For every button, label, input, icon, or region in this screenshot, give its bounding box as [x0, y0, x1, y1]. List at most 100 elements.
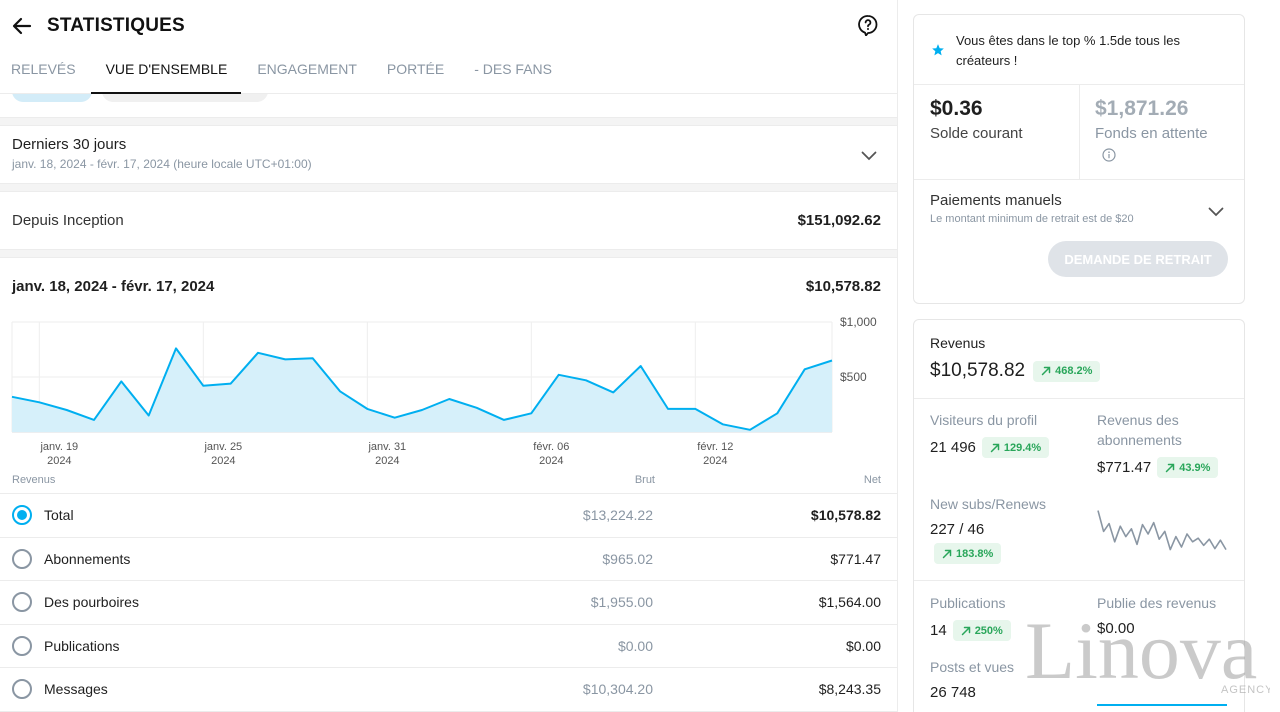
header-bar: STATISTIQUES: [0, 0, 897, 52]
current-balance-amount: $0.36: [930, 97, 983, 120]
radio[interactable]: [12, 635, 32, 656]
manual-payments-subtitle: Le montant minimum de retrait est de $20: [930, 213, 1134, 225]
balances: $0.36 Solde courant $1,871.26 Fonds en a…: [914, 85, 1244, 180]
help-icon[interactable]: [857, 14, 879, 37]
stat-subscription-revenue: Revenus des abonnements $771.47 43.9%: [1097, 410, 1237, 478]
trend-up-icon: [961, 626, 970, 635]
row-brut: $13,224.22: [582, 507, 653, 524]
stat-value: 26 748: [930, 684, 976, 701]
revenue-card-header: Revenus $10,578.82 468.2%: [914, 320, 1244, 399]
radio[interactable]: [12, 679, 32, 700]
balance-card: Vous êtes dans le top % 1.5de tous les c…: [913, 14, 1245, 304]
trend-up-icon: [1041, 366, 1051, 376]
since-inception-label: Depuis Inception: [12, 212, 124, 229]
row-brut: $10,304.20: [582, 681, 653, 698]
since-inception-row: Depuis Inception $151,092.62: [0, 192, 897, 250]
stat-profile-visitors: Visiteurs du profil 21 496 129.4%: [930, 410, 1050, 458]
chart-series-line: [11, 347, 833, 431]
stat-value: 21 496: [930, 439, 976, 456]
tab-overview[interactable]: VUE D'ENSEMBLE: [90, 61, 241, 94]
chart-y-tick-label: $500: [840, 370, 867, 384]
divider: [914, 580, 1244, 581]
filter-pill-active[interactable]: [12, 94, 92, 102]
posts-views-bar: [1097, 704, 1227, 706]
row-net: $10,578.82: [810, 507, 881, 524]
growth-badge: 250%: [952, 620, 1011, 641]
tab-engagement[interactable]: ENGAGEMENT: [257, 61, 357, 77]
row-brut: $0.00: [617, 637, 653, 654]
chevron-down-icon[interactable]: [1208, 204, 1224, 222]
revenue-title: Revenus: [930, 335, 986, 351]
divider: [0, 118, 897, 126]
stat-value: $771.47: [1097, 459, 1152, 476]
top-creator-banner: Vous êtes dans le top % 1.5de tous les c…: [914, 15, 1244, 85]
info-icon[interactable]: [1102, 148, 1116, 162]
statistics-main-panel: STATISTIQUES RELEVÉS VUE D'ENSEMBLE ENGA…: [0, 0, 898, 712]
col-net: Net: [863, 474, 881, 486]
growth-badge: 468.2%: [1033, 360, 1101, 382]
row-net: $8,243.35: [818, 681, 881, 698]
pending-label: Fonds en attente: [1095, 125, 1208, 142]
radio-selected[interactable]: [12, 505, 32, 526]
filter-pill[interactable]: [102, 94, 268, 102]
chart-y-tick-label: $1,000: [840, 315, 877, 329]
revenue-row-subscriptions[interactable]: Abonnements $965.02 $771.47: [0, 538, 897, 581]
manual-payments-title: Paiements manuels: [930, 192, 1062, 209]
row-net: $771.47: [830, 550, 881, 567]
stat-posts-views: Posts et vues 26 748: [930, 657, 1014, 701]
filter-pills: [0, 94, 897, 118]
range-total: $10,578.82: [805, 277, 881, 295]
stat-label: New subs/Renews: [930, 496, 1046, 512]
chevron-down-icon[interactable]: [861, 148, 877, 166]
chart-x-tick-label: janv. 31: [367, 441, 406, 453]
period-subtitle: janv. 18, 2024 - févr. 17, 2024 (heure l…: [12, 157, 312, 171]
tab-releves[interactable]: RELEVÉS: [11, 61, 76, 77]
stat-label: Publie des revenus: [1097, 595, 1217, 611]
divider: [0, 250, 897, 258]
radio[interactable]: [12, 548, 32, 569]
revenue-card: Revenus $10,578.82 468.2% Visiteurs du p…: [913, 319, 1245, 712]
tab-bar: RELEVÉS VUE D'ENSEMBLE ENGAGEMENT PORTÉE…: [0, 52, 897, 94]
tab-reach[interactable]: PORTÉE: [386, 61, 445, 77]
chart-x-tick-label: janv. 19: [39, 441, 78, 453]
chart-x-tick-year: 2024: [47, 455, 71, 467]
chart-x-tick-label: févr. 06: [533, 441, 569, 453]
pending-balance: $1,871.26 Fonds en attente: [1095, 97, 1208, 162]
row-name: Des pourboires: [44, 594, 139, 611]
stat-value: $0.00: [1097, 620, 1135, 637]
stat-value: 227 / 46: [930, 521, 985, 538]
earnings-chart-svg: $1,000 $500 janv. 19 2024 janv. 25 2024 janv. …: [11, 315, 877, 467]
row-brut: $1,955.00: [590, 594, 653, 611]
growth-badge: 183.8%: [934, 543, 1002, 564]
current-balance: $0.36 Solde courant: [930, 97, 1023, 142]
divider: [1079, 85, 1080, 179]
stat-new-subs: New subs/Renews 227 / 46 183.8%: [930, 494, 1046, 564]
row-brut: $965.02: [602, 550, 653, 567]
manual-payments: Paiements manuels Le montant minimum de …: [914, 180, 1244, 304]
withdraw-button[interactable]: DEMANDE DE RETRAIT: [1048, 241, 1228, 277]
stat-value: 14: [930, 622, 947, 639]
row-net: $1,564.00: [818, 594, 881, 611]
revenue-row-publications[interactable]: Publications $0.00 $0.00: [0, 625, 897, 668]
revenue-row-messages[interactable]: Messages $10,304.20 $8,243.35: [0, 668, 897, 712]
row-name: Abonnements: [44, 550, 131, 567]
trend-up-icon: [990, 443, 1000, 452]
star-icon: [931, 43, 945, 63]
revenue-row-total[interactable]: Total $13,224.22 $10,578.82: [0, 494, 897, 538]
period-selector[interactable]: Derniers 30 jours janv. 18, 2024 - févr.…: [0, 126, 897, 184]
stat-label: Posts et vues: [930, 659, 1015, 675]
growth-badge: 43.9%: [1157, 457, 1219, 478]
back-arrow-icon[interactable]: [10, 14, 34, 38]
trend-up-icon: [942, 549, 952, 558]
revenue-amount: $10,578.82: [930, 360, 1026, 381]
chart-area: [12, 348, 832, 432]
chart-x-tick-year: 2024: [211, 455, 235, 467]
sidebar: Vous êtes dans le top % 1.5de tous les c…: [899, 0, 1280, 712]
revenue-row-tips[interactable]: Des pourboires $1,955.00 $1,564.00: [0, 581, 897, 625]
chart-x-tick-year: 2024: [539, 455, 563, 467]
tab-fans[interactable]: - DES FANS: [474, 61, 552, 77]
trend-up-icon: [1165, 463, 1175, 472]
period-title: Derniers 30 jours: [12, 136, 127, 153]
sparkline-line: [1097, 510, 1227, 551]
radio[interactable]: [12, 592, 32, 613]
